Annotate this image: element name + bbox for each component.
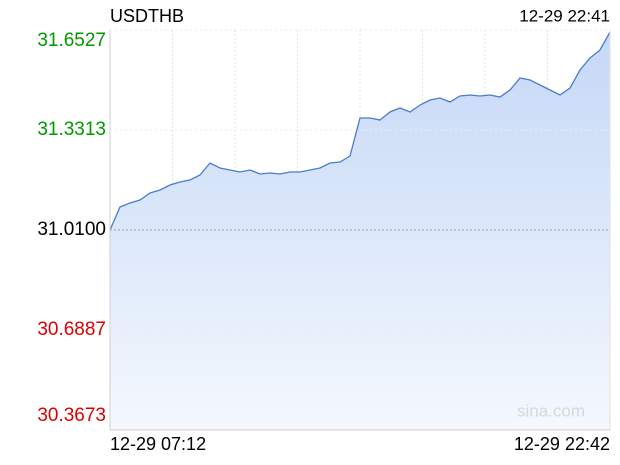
y-tick-label: 30.6887	[37, 319, 106, 340]
y-tick-label: 31.3313	[37, 119, 106, 140]
area	[110, 32, 610, 430]
x-tick-label: 12-29 07:12	[110, 434, 206, 454]
watermark: sina.com	[517, 401, 585, 420]
chart-title: USDTHB	[110, 6, 184, 26]
price-line	[109, 31, 611, 231]
timestamp: 12-29 22:41	[519, 6, 610, 25]
x-tick-label: 12-29 22:42	[514, 434, 610, 454]
y-tick-label: 30.3673	[37, 405, 106, 426]
y-tick-label: 31.0100	[37, 219, 106, 240]
y-tick-label: 31.6527	[37, 30, 106, 51]
